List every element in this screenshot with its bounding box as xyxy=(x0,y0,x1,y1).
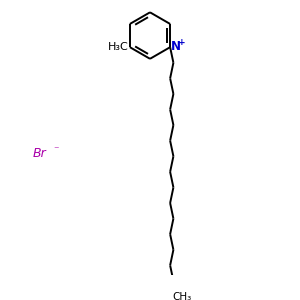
Text: H₃C: H₃C xyxy=(108,42,129,52)
Text: +: + xyxy=(178,38,185,47)
Text: N: N xyxy=(171,40,181,53)
Text: Br: Br xyxy=(32,147,46,160)
Text: ⁻: ⁻ xyxy=(53,145,58,155)
Text: CH₃: CH₃ xyxy=(173,292,192,300)
